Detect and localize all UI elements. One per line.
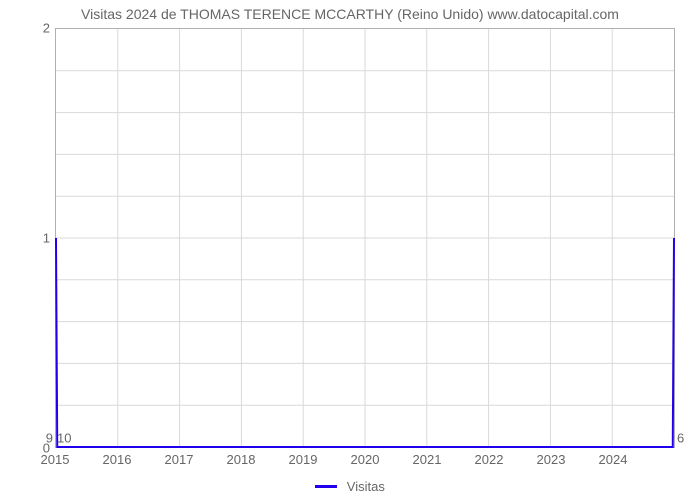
line-chart: Visitas 2024 de THOMAS TERENCE MCCARTHY … [0,0,700,500]
x-tick-label: 2021 [413,452,442,467]
secondary-left-extra: 9 [46,431,53,446]
legend-swatch [315,485,337,488]
legend: Visitas [0,478,700,494]
secondary-right-label: 6 [677,431,684,446]
secondary-left-label: 10 [57,431,71,446]
x-tick-label: 2024 [599,452,628,467]
x-tick-label: 2020 [351,452,380,467]
legend-label: Visitas [347,479,385,494]
x-tick-label: 2023 [537,452,566,467]
x-tick-label: 2018 [227,452,256,467]
x-tick-label: 2017 [165,452,194,467]
data-series [56,29,674,447]
y-tick-label: 2 [43,21,50,36]
chart-title: Visitas 2024 de THOMAS TERENCE MCCARTHY … [0,6,700,22]
x-tick-label: 2016 [103,452,132,467]
y-tick-label: 1 [43,231,50,246]
x-tick-label: 2015 [41,452,70,467]
plot-area [55,28,675,448]
x-tick-label: 2019 [289,452,318,467]
x-tick-label: 2022 [475,452,504,467]
